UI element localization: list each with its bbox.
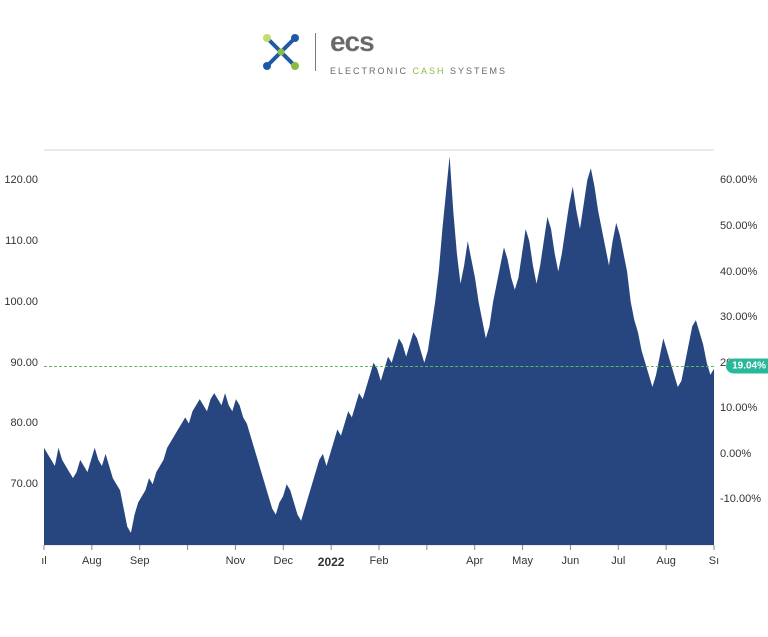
right-tick-label: -10.00%	[720, 493, 766, 505]
x-tick-label: 2022	[318, 555, 345, 569]
logo-brand-name: ecs	[330, 28, 507, 56]
x-tick-label: ıl	[41, 555, 47, 567]
logo-tagline: ELECTRONIC CASH SYSTEMS	[330, 66, 507, 76]
x-tick-label: Aug	[82, 555, 102, 567]
left-tick-label: 90.00	[0, 357, 38, 369]
right-tick-label: 30.00%	[720, 311, 766, 323]
right-tick-label: 60.00%	[720, 174, 766, 186]
tagline-post: SYSTEMS	[446, 66, 508, 76]
left-tick-label: 100.00	[0, 296, 38, 308]
left-tick-label: 70.00	[0, 478, 38, 490]
left-tick-label: 110.00	[0, 235, 38, 247]
price-chart: 70.00 80.00 90.00 100.00 110.00 120.00 -10.00…	[0, 140, 768, 590]
x-tick-label: Dec	[274, 555, 294, 567]
tagline-mid: CASH	[412, 66, 445, 76]
x-tick-label: Aug	[656, 555, 676, 567]
x-tick-label: Jun	[562, 555, 580, 567]
logo-mark-icon	[261, 32, 301, 72]
x-tick-label: Apr	[466, 555, 483, 567]
left-tick-label: 120.00	[0, 174, 38, 186]
x-tick-label: Feb	[370, 555, 389, 567]
logo-divider	[315, 33, 316, 71]
x-tick-label: Sep	[130, 555, 150, 567]
reference-line	[44, 366, 714, 367]
left-tick-label: 80.00	[0, 417, 38, 429]
right-tick-label: 10.00%	[720, 402, 766, 414]
brand-logo: ecs ELECTRONIC CASH SYSTEMS	[0, 28, 768, 76]
logo-text: ecs ELECTRONIC CASH SYSTEMS	[330, 28, 507, 76]
right-tick-label: 40.00%	[720, 266, 766, 278]
x-tick-label: Nov	[226, 555, 246, 567]
x-tick-label: May	[512, 555, 533, 567]
tagline-pre: ELECTRONIC	[330, 66, 413, 76]
reference-badge: 19.04%	[726, 358, 768, 373]
right-tick-label: 0.00%	[720, 448, 766, 460]
x-tick-label: Jul	[611, 555, 625, 567]
x-tick-label: Sı	[709, 555, 719, 567]
right-tick-label: 50.00%	[720, 220, 766, 232]
